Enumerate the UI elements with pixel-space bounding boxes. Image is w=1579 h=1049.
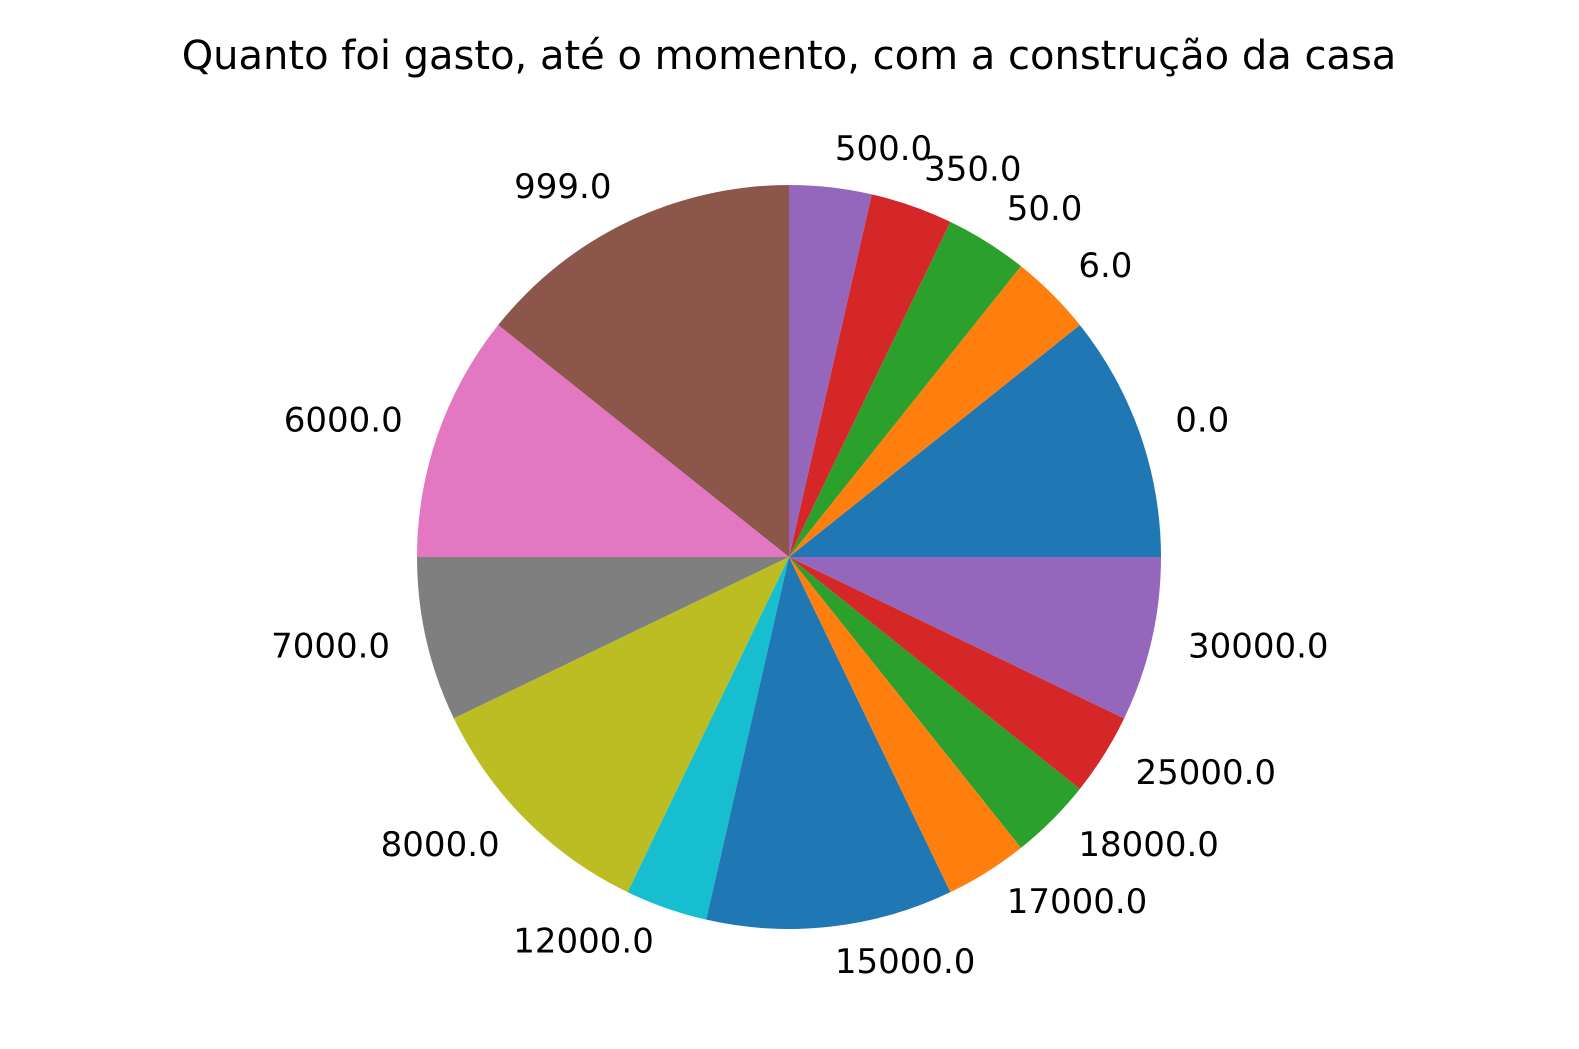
chart-title: Quanto foi gasto, até o momento, com a c… [182, 33, 1397, 79]
pie-slice-50.0 [789, 221, 1021, 557]
pie-slice-17000.0 [789, 557, 1021, 893]
pie-slice-18000.0 [789, 557, 1080, 848]
pie-slice-15000.0 [706, 557, 951, 930]
pie-slice-0.0 [789, 325, 1161, 557]
pie-slice-30000.0 [789, 557, 1161, 719]
pie-label-12000.0: 12000.0 [513, 922, 654, 962]
pie-slice-25000.0 [789, 557, 1125, 789]
pie-slice-7000.0 [417, 557, 789, 719]
pie-slice-350.0 [789, 194, 951, 557]
pie-label-18000.0: 18000.0 [1078, 825, 1219, 865]
pie-label-17000.0: 17000.0 [1007, 882, 1148, 922]
pie-label-500.0: 500.0 [835, 129, 932, 169]
pie-slices [417, 185, 1161, 930]
pie-slice-8000.0 [453, 557, 789, 893]
pie-label-350.0: 350.0 [924, 149, 1021, 189]
pie-label-999.0: 999.0 [514, 167, 611, 207]
pie-slice-999.0 [498, 185, 789, 557]
pie-slice-500.0 [789, 185, 872, 557]
pie-slice-6.0 [789, 266, 1080, 557]
pie-label-6000.0: 6000.0 [284, 400, 403, 440]
pie-label-25000.0: 25000.0 [1135, 753, 1276, 793]
pie-slice-12000.0 [627, 557, 789, 920]
pie-label-0.0: 0.0 [1175, 400, 1229, 440]
pie-label-50.0: 50.0 [1007, 189, 1083, 229]
pie-label-7000.0: 7000.0 [271, 627, 390, 667]
pie-label-30000.0: 30000.0 [1188, 627, 1329, 667]
pie-label-15000.0: 15000.0 [835, 942, 976, 982]
pie-label-6.0: 6.0 [1078, 246, 1132, 286]
pie-label-8000.0: 8000.0 [381, 825, 500, 865]
pie-slice-6000.0 [417, 325, 789, 557]
